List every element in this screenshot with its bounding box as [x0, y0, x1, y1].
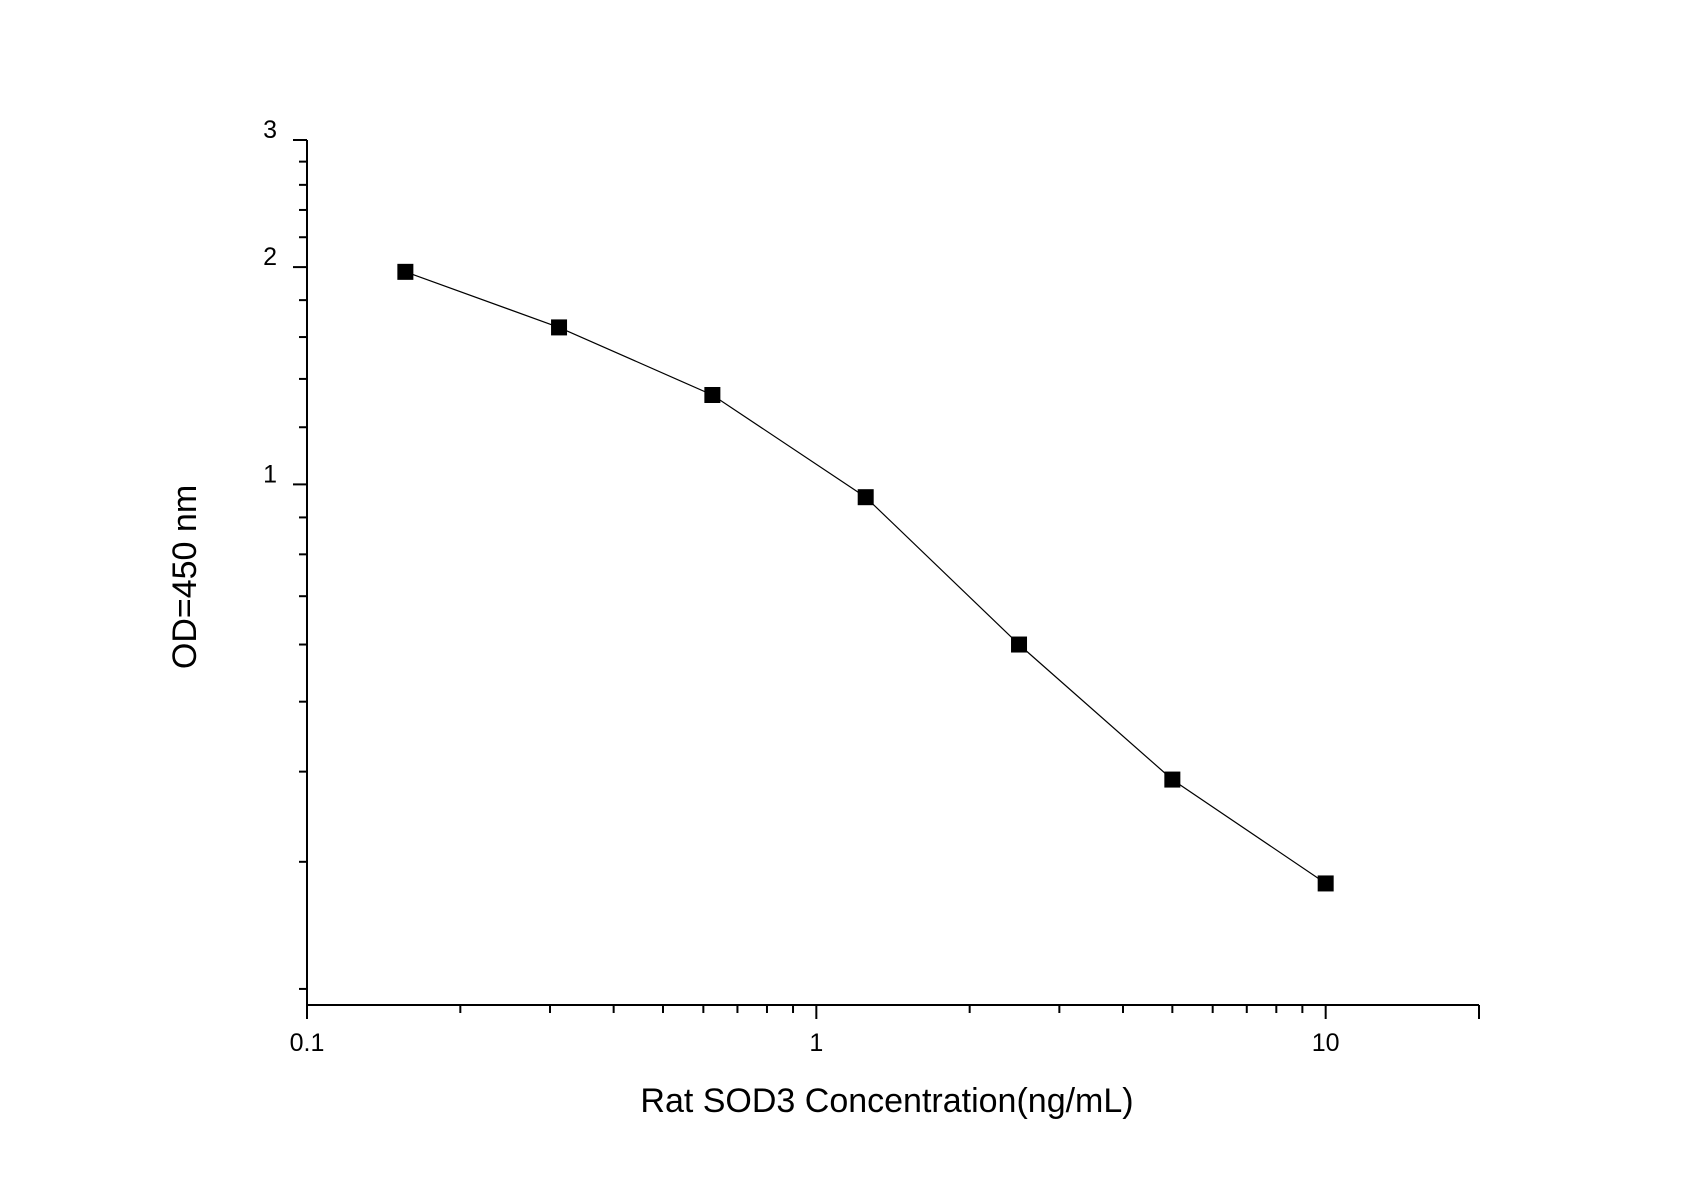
y-axis-title: OD=450 nm [166, 485, 204, 669]
data-point-marker [857, 489, 874, 506]
data-point-marker [704, 386, 721, 403]
series [397, 263, 1334, 892]
data-point-marker [1317, 875, 1334, 892]
data-point-marker [397, 263, 414, 280]
x-tick-label: 10 [1312, 1029, 1340, 1057]
y-tick-label: 1 [263, 460, 277, 488]
x-axis-title: Rat SOD3 Concentration(ng/mL) [640, 1082, 1133, 1120]
series-line [405, 271, 1327, 884]
y-tick-label: 2 [263, 243, 277, 271]
data-point-marker [1164, 771, 1181, 788]
x-tick-label: 1 [809, 1029, 823, 1057]
axes [306, 140, 1479, 1006]
ticks: 0.1 1 10 1 2 3 [263, 116, 1480, 1057]
y-tick-label: 3 [263, 116, 277, 144]
x-tick-label: 0.1 [290, 1029, 325, 1057]
data-point-marker [1011, 636, 1028, 653]
data-point-marker [551, 319, 568, 336]
